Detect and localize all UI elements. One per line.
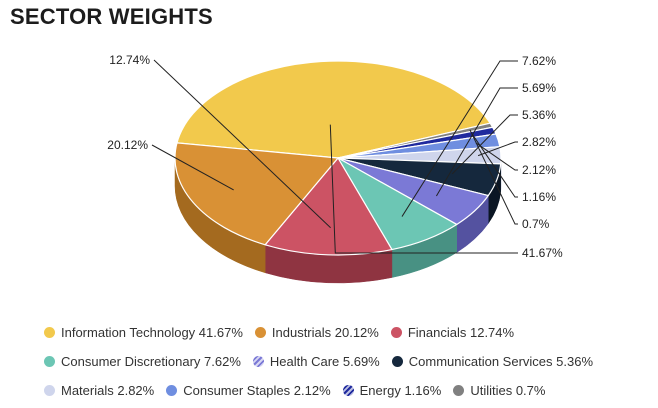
chart-title: SECTOR WEIGHTS — [10, 4, 213, 29]
legend-energy[interactable]: Energy 1.16% — [342, 383, 442, 398]
data-label-communication-services: 5.36% — [522, 108, 556, 122]
legend-swatch — [390, 327, 402, 338]
legend-label: Health Care 5.69% — [269, 354, 380, 369]
legend-row: Materials 2.82% Consumer Staples 2.12% Ene… — [44, 376, 644, 405]
legend-swatch — [44, 327, 55, 338]
leader-line-communication-services — [451, 114, 518, 175]
data-label-information-technology: 41.67% — [522, 246, 563, 260]
legend-label: Communication Services 5.36% — [408, 354, 593, 369]
leader-line-health-care — [435, 87, 518, 197]
legend-swatch — [254, 327, 266, 338]
legend-label: Information Technology 41.67% — [61, 325, 243, 340]
data-label-financials: 12.74% — [109, 53, 150, 67]
legend-swatch — [252, 356, 264, 367]
legend-swatch — [166, 385, 178, 396]
legend-label: Financials 12.74% — [407, 325, 515, 340]
pie-slice-financials[interactable] — [264, 157, 393, 256]
leader-line-financials — [153, 59, 331, 229]
legend-swatch — [342, 385, 354, 396]
legend-label: Consumer Discretionary 7.62% — [61, 354, 241, 369]
legend-utilities[interactable]: Utilities 0.7% — [453, 383, 545, 398]
legend-communication-services[interactable]: Communication Services 5.36% — [391, 354, 593, 369]
data-label-consumer-discretionary: 7.62% — [522, 54, 556, 68]
data-label-health-care: 5.69% — [522, 81, 556, 95]
legend-swatch — [44, 356, 55, 367]
legend-swatch — [391, 356, 403, 367]
legend-label: Consumer Staples 2.12% — [183, 383, 331, 398]
leader-line-materials — [477, 141, 518, 157]
legend-label: Materials 2.82% — [61, 383, 155, 398]
legend-information-technology[interactable]: Information Technology 41.67% — [44, 325, 243, 340]
chart-legend: Information Technology 41.67% Industrials… — [44, 318, 644, 405]
pie-slice-information-technology[interactable] — [176, 60, 491, 159]
legend-consumer-staples[interactable]: Consumer Staples 2.12% — [166, 383, 331, 398]
legend-label: Industrials 20.12% — [271, 325, 379, 340]
legend-label: Utilities 0.7% — [470, 383, 546, 398]
data-label-materials: 2.82% — [522, 135, 556, 149]
legend-consumer-discretionary[interactable]: Consumer Discretionary 7.62% — [44, 354, 241, 369]
legend-financials[interactable]: Financials 12.74% — [390, 325, 515, 340]
legend-materials[interactable]: Materials 2.82% — [44, 383, 154, 398]
leader-line-energy — [472, 134, 518, 198]
data-label-industrials: 20.12% — [107, 138, 148, 152]
legend-row: Information Technology 41.67% Industrials… — [44, 318, 644, 347]
legend-row: Consumer Discretionary 7.62% Health Care … — [44, 347, 644, 376]
legend-swatch — [453, 385, 465, 396]
pie-slice-industrials[interactable] — [174, 142, 339, 246]
data-label-consumer-staples: 2.12% — [522, 163, 556, 177]
data-label-energy: 1.16% — [522, 190, 556, 204]
legend-industrials[interactable]: Industrials 20.12% — [254, 325, 379, 340]
legend-health-care[interactable]: Health Care 5.69% — [252, 354, 380, 369]
leader-line-utilities — [469, 129, 518, 225]
leader-line-information-technology — [329, 124, 518, 254]
legend-swatch — [44, 385, 55, 396]
data-label-utilities: 0.7% — [522, 217, 550, 231]
leader-line-industrials — [151, 144, 234, 191]
leader-line-consumer-discretionary — [401, 60, 518, 217]
pie-chart: 41.67% 0.7% 1.16% 2.12% 2.82% 5.36% 5.69% 7.62%… — [107, 53, 563, 284]
legend-label: Energy 1.16% — [359, 383, 442, 398]
